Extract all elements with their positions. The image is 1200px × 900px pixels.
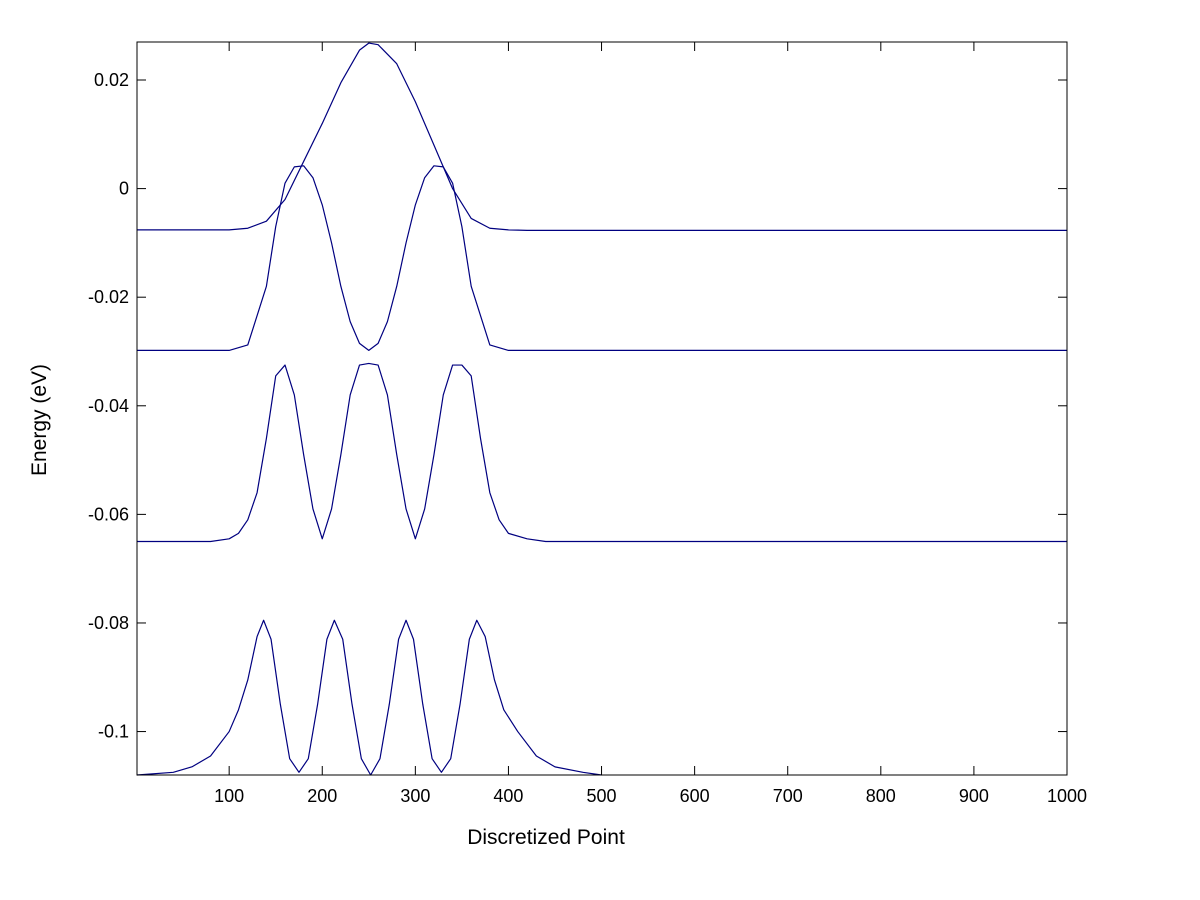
series-line-2 (137, 165, 1067, 351)
y-axis-label: Energy (eV) (28, 364, 51, 476)
y-ticks: 0.02 0 -0.02 -0.04 -0.06 -0.08 -0.1 (88, 70, 1067, 742)
y-tick-label: -0.1 (98, 722, 129, 742)
y-tick-label: -0.06 (88, 504, 129, 524)
x-tick-label: 100 (214, 786, 244, 806)
x-tick-label: 200 (307, 786, 337, 806)
series-line-1 (137, 42, 1067, 232)
x-ticks: 100 200 300 400 500 600 700 800 900 1000 (214, 42, 1087, 806)
x-tick-label: 1000 (1047, 786, 1087, 806)
series-layer (136, 42, 1067, 776)
x-axis-label: Discretized Point (467, 826, 625, 849)
y-tick-label: -0.08 (88, 613, 129, 633)
x-tick-label: 900 (959, 786, 989, 806)
y-tick-label: 0 (119, 179, 129, 199)
x-tick-label: 400 (493, 786, 523, 806)
plot-background (137, 42, 1067, 775)
series-line-3 (137, 362, 1067, 543)
y-tick-label: 0.02 (94, 70, 129, 90)
y-tick-label: -0.02 (88, 287, 129, 307)
x-tick-label: 600 (680, 786, 710, 806)
x-tick-label: 800 (866, 786, 896, 806)
x-tick-label: 700 (773, 786, 803, 806)
x-tick-label: 500 (587, 786, 617, 806)
y-tick-label: -0.04 (88, 396, 129, 416)
x-tick-label: 300 (400, 786, 430, 806)
